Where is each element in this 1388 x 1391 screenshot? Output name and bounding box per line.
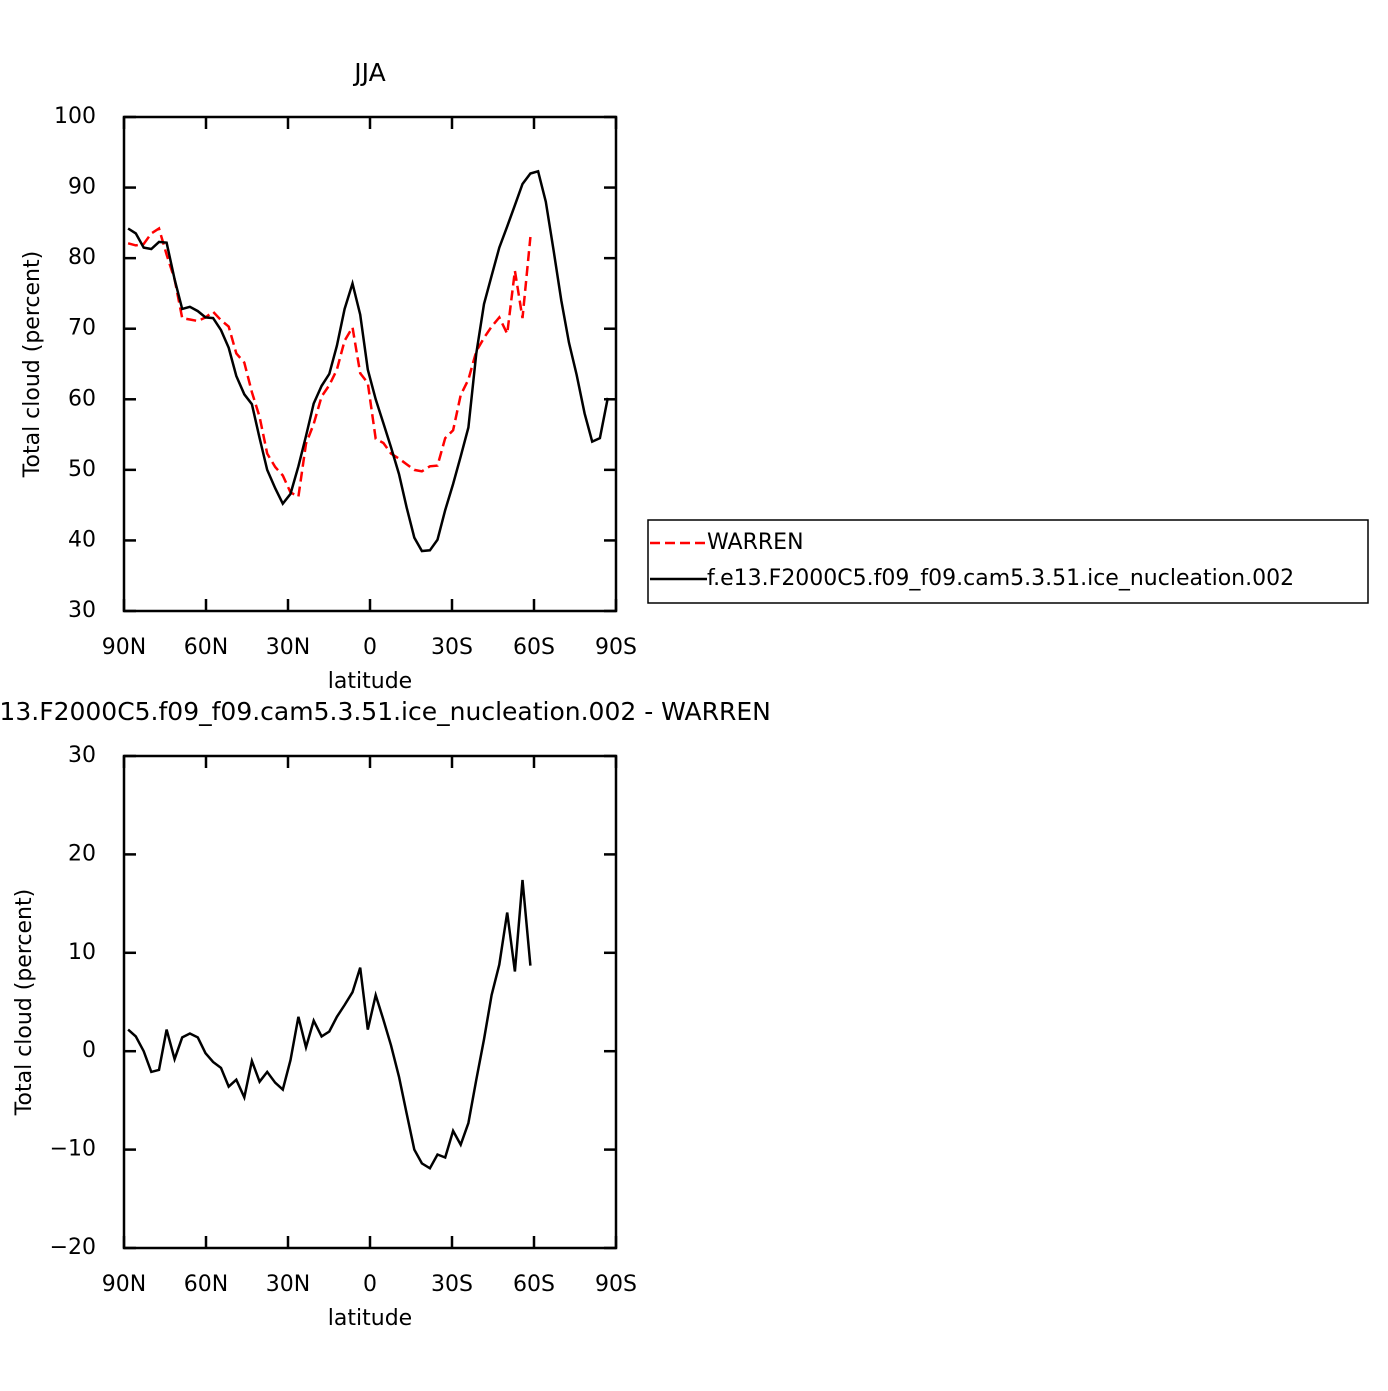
y-tick-label: 40 <box>68 527 96 552</box>
chart-title: f.e13.F2000C5.f09_f09.cam5.3.51.ice_nucl… <box>0 697 771 726</box>
x-tick-label: 90S <box>595 635 637 660</box>
x-axis-label: latitude <box>328 669 412 694</box>
y-tick-label: 90 <box>68 175 96 200</box>
y-tick-label: −10 <box>50 1137 96 1162</box>
y-tick-label: 30 <box>68 598 96 623</box>
x-tick-label: 30S <box>431 635 473 660</box>
x-axis-label: latitude <box>328 1306 412 1331</box>
y-tick-label: 0 <box>82 1038 96 1063</box>
y-tick-label: 50 <box>68 457 96 482</box>
y-tick-label: 10 <box>68 940 96 965</box>
x-tick-label: 60N <box>184 635 228 660</box>
legend-label: WARREN <box>707 530 804 555</box>
chart-title: JJA <box>352 58 385 87</box>
y-tick-label: 20 <box>68 841 96 866</box>
y-tick-label: 30 <box>68 743 96 768</box>
x-tick-label: 60N <box>184 1272 228 1297</box>
x-tick-label: 30N <box>266 1272 310 1297</box>
x-tick-label: 30N <box>266 635 310 660</box>
plot-frame <box>122 115 618 613</box>
legend-label: f.e13.F2000C5.f09_f09.cam5.3.51.ice_nucl… <box>707 566 1294 591</box>
data-line <box>127 226 532 499</box>
x-tick-label: 60S <box>513 635 555 660</box>
y-axis-label: Total cloud (percent) <box>12 889 37 1116</box>
y-tick-label: 100 <box>54 104 96 129</box>
x-tick-label: 90N <box>102 1272 146 1297</box>
x-tick-label: 90S <box>595 1272 637 1297</box>
x-tick-label: 0 <box>363 635 377 660</box>
x-tick-label: 30S <box>431 1272 473 1297</box>
x-tick-label: 60S <box>513 1272 555 1297</box>
plot-frame <box>122 754 618 1250</box>
y-tick-label: 80 <box>68 245 96 270</box>
data-line <box>127 879 532 1171</box>
x-tick-label: 90N <box>102 635 146 660</box>
y-tick-label: 60 <box>68 386 96 411</box>
legend-box <box>647 519 1369 604</box>
y-axis-label: Total cloud (percent) <box>20 251 45 478</box>
x-tick-label: 0 <box>363 1272 377 1297</box>
y-tick-label: −20 <box>50 1235 96 1260</box>
data-line <box>127 169 610 553</box>
y-tick-label: 70 <box>68 316 96 341</box>
